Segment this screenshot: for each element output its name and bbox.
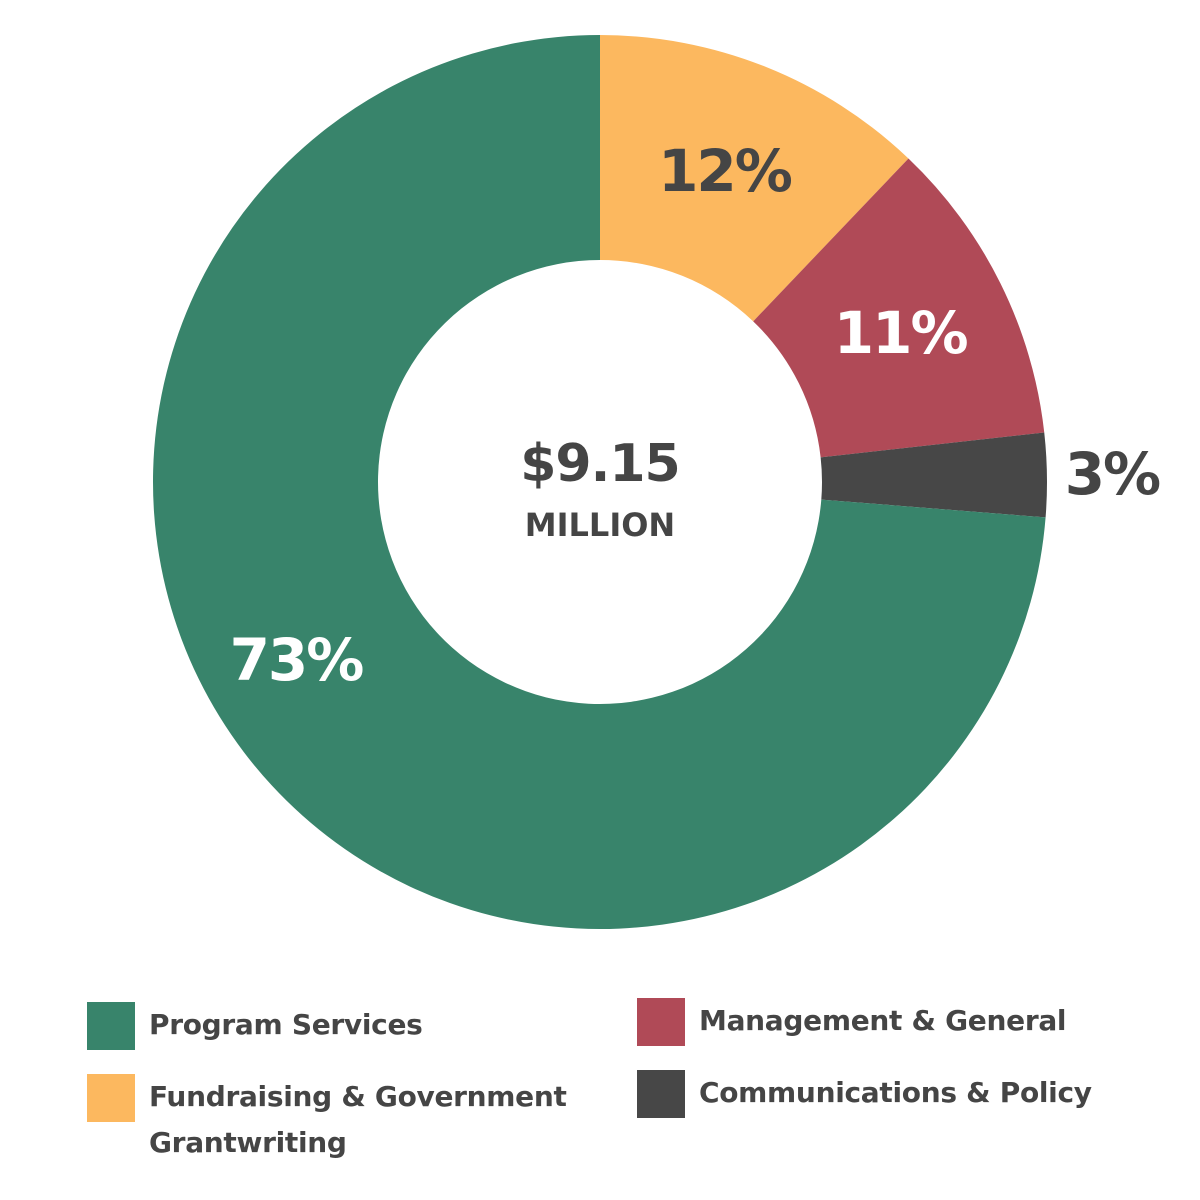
legend-swatch <box>637 1070 685 1118</box>
slice-label-management-general: 11% <box>834 299 968 367</box>
legend-swatch <box>637 998 685 1046</box>
slice-label-program-services: 73% <box>230 626 364 694</box>
slice-label-fundraising: 12% <box>658 137 792 205</box>
legend-swatch <box>87 1074 135 1122</box>
donut-slices <box>153 35 1048 929</box>
center-amount: $9.15 <box>520 434 679 494</box>
donut-chart: 12% 11% 3% 73% $9.15 MILLION <box>153 35 1162 929</box>
legend-label: Program Services <box>149 1008 423 1041</box>
legend-item-management-general: Management & General <box>637 998 1067 1046</box>
slice-management-general <box>753 158 1045 458</box>
center-unit: MILLION <box>525 506 675 544</box>
slice-label-communications-policy: 3% <box>1065 440 1160 508</box>
slice-program-services <box>153 35 1046 929</box>
legend-label: Communications & Policy <box>699 1076 1092 1109</box>
legend-item-fundraising: Fundraising & Government Grantwriting <box>87 1074 589 1166</box>
slice-fundraising <box>600 35 909 322</box>
legend-label: Fundraising & Government Grantwriting <box>149 1080 567 1159</box>
slice-communications-policy <box>820 432 1048 518</box>
legend-item-communications-policy: Communications & Policy <box>637 1070 1092 1118</box>
legend-item-program-services: Program Services <box>87 1002 423 1050</box>
legend-swatch <box>87 1002 135 1050</box>
legend-label: Management & General <box>699 1004 1067 1037</box>
slice-labels: 12% 11% 3% 73% <box>230 137 1162 694</box>
